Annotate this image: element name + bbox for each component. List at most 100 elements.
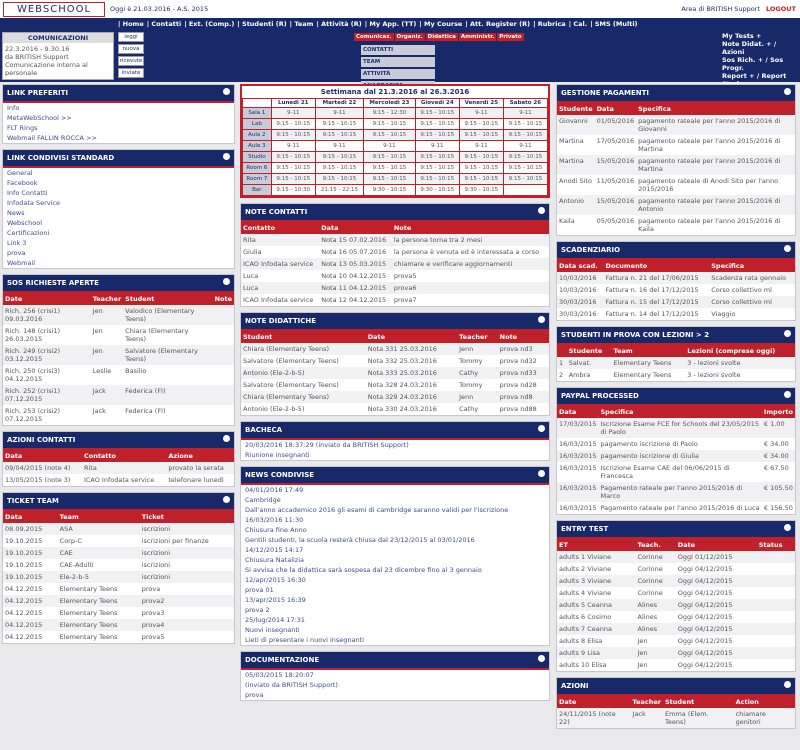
- tab[interactable]: Privato: [497, 33, 524, 41]
- tab[interactable]: Comunicaz.: [354, 33, 394, 41]
- menu-item[interactable]: Team: [290, 20, 314, 28]
- panel-title[interactable]: TICKET TEAM: [3, 493, 234, 511]
- item[interactable]: prova: [245, 691, 264, 699]
- item[interactable]: Dall'anno accademico 2016 gli esami di c…: [245, 506, 509, 514]
- logout[interactable]: LOGOUT: [765, 5, 796, 13]
- item[interactable]: 13/apr/2015 16:39: [245, 596, 306, 604]
- item[interactable]: Si avvisa che la didattica sarà sospesa …: [245, 566, 482, 574]
- menu-item[interactable]: My App. (TT): [365, 20, 417, 28]
- item[interactable]: Chiusura Natalizia: [245, 556, 305, 564]
- item[interactable]: Link 3: [7, 239, 27, 247]
- panel-title[interactable]: STUDENTI IN PROVA CON LEZIONI > 2: [557, 327, 795, 345]
- tab[interactable]: Amministr.: [458, 33, 497, 41]
- item[interactable]: Nuovi insegnanti: [245, 626, 300, 634]
- cell: 9-11: [414, 140, 460, 152]
- item[interactable]: Riunione insegnanti: [245, 451, 310, 459]
- row: 16/03/2015 Pagamento rateale per l'anno 2…: [557, 502, 795, 514]
- menu-item[interactable]: Ext. (Comp.): [184, 20, 234, 28]
- panel-title[interactable]: NOTE CONTATTI: [241, 204, 549, 222]
- item[interactable]: (inviato da BRITISH Support): [245, 681, 338, 689]
- item[interactable]: Lieti di presentare i nuovi insegnanti: [245, 636, 364, 644]
- item[interactable]: prova 01: [245, 586, 274, 594]
- cell: Aula 2: [242, 129, 272, 141]
- panel-title[interactable]: BACHECA: [241, 422, 549, 440]
- tab[interactable]: Didattica: [425, 33, 458, 41]
- item[interactable]: FLT Rings: [7, 124, 38, 132]
- cell: ICAO Infodata service: [243, 296, 314, 304]
- panel-title[interactable]: AZIONI CONTATTI: [3, 432, 234, 450]
- menu-item[interactable]: Attività (R): [316, 20, 361, 28]
- menu-item[interactable]: Cal.: [569, 20, 588, 28]
- item[interactable]: Facebook: [7, 179, 38, 187]
- menu-item[interactable]: SMS (Multi): [590, 20, 637, 28]
- column-header: Lezioni (comprese oggi): [685, 345, 795, 357]
- panel-title[interactable]: PAYPAL PROCESSED: [557, 388, 795, 406]
- item[interactable]: 04/01/2016 17:49: [245, 486, 304, 494]
- panel-title[interactable]: NOTE DIDATTICHE: [241, 313, 549, 331]
- button[interactable]: leggi: [118, 32, 144, 42]
- column-header: Specifica: [709, 260, 795, 272]
- item[interactable]: Webschool: [7, 219, 43, 227]
- logo[interactable]: WEBSCHOOL: [3, 2, 105, 17]
- menu-item[interactable]: Studenti (R): [237, 20, 286, 28]
- row: Rich. 250 (crisi3) 04.12.2015 Leslie Basil…: [3, 365, 234, 385]
- item[interactable]: 05/03/2015 18:20:07: [245, 671, 314, 679]
- panel-title[interactable]: DOCUMENTAZIONE: [241, 652, 549, 670]
- item[interactable]: Certificazioni: [7, 229, 50, 237]
- item[interactable]: Info: [7, 104, 20, 112]
- cell: [756, 647, 795, 659]
- item[interactable]: Cambridge: [245, 496, 281, 504]
- cell: 9-11: [314, 140, 365, 152]
- panel-title[interactable]: LINK PREFERITI: [3, 85, 234, 103]
- row: 1 Salvat. Elementary Teens 3 - lezioni svol…: [557, 357, 795, 369]
- item[interactable]: MetaWebSchool >>: [7, 114, 72, 122]
- item[interactable]: Infodata Service: [7, 199, 61, 207]
- item[interactable]: Gentili studenti, la scuola resterà chiu…: [245, 536, 475, 544]
- menu-item[interactable]: Contatti: [147, 20, 181, 28]
- cell[interactable]: CONTATTI: [361, 45, 435, 55]
- cell: [757, 635, 795, 647]
- column-header: Data: [319, 222, 392, 234]
- item[interactable]: prova 2: [245, 606, 270, 614]
- button[interactable]: inviate: [118, 68, 144, 78]
- panel-title[interactable]: SCADENZIARIO: [557, 242, 795, 260]
- panel: TICKET TEAM Data Team Ticket 08.09.2015 ASA is…: [2, 492, 235, 644]
- item[interactable]: 20/03/2016 18:37:29 (inviato da BRITISH …: [245, 441, 409, 449]
- column-header: Data: [3, 450, 82, 462]
- cell: Cathy: [459, 405, 479, 413]
- cell[interactable]: TEAM: [361, 57, 435, 67]
- my-link[interactable]: My Tests +: [722, 32, 762, 40]
- item[interactable]: 12/apr/2015 16:30: [245, 576, 306, 584]
- item[interactable]: Webmail: [7, 259, 36, 267]
- menu-item[interactable]: My Course: [419, 20, 462, 28]
- item[interactable]: General: [7, 169, 33, 177]
- item[interactable]: 14/12/2015 14:17: [245, 546, 304, 554]
- my-link[interactable]: Sos Rich. + / Sos Progr.: [722, 56, 784, 72]
- panel-title[interactable]: NEWS CONDIVISE: [241, 467, 549, 485]
- panel-title[interactable]: SOS RICHIESTE APERTE: [3, 275, 234, 293]
- panel-title[interactable]: ENTRY TEST: [557, 521, 795, 539]
- panel-title[interactable]: AZIONI: [557, 678, 795, 696]
- item[interactable]: Info Contatti: [7, 189, 48, 197]
- item[interactable]: Chiusura fine Anno: [245, 526, 307, 534]
- item[interactable]: prova: [7, 249, 26, 257]
- tab[interactable]: Organiz.: [394, 33, 425, 41]
- menu-item[interactable]: Rubrica: [533, 20, 566, 28]
- menu-item[interactable]: Att. Register (R): [465, 20, 530, 28]
- comm-row: Comunicazione interna al personale: [5, 61, 88, 77]
- cell: prova5: [393, 272, 417, 280]
- menu-item[interactable]: Home: [118, 20, 144, 28]
- button[interactable]: nuova: [118, 44, 144, 54]
- cell: 9:15 - 10:15: [414, 129, 460, 141]
- item[interactable]: News: [7, 209, 25, 217]
- cell: 15/05/2016: [594, 155, 637, 175]
- item[interactable]: 16/03/2016 11:30: [245, 516, 304, 524]
- button[interactable]: ricevute: [118, 56, 144, 66]
- item[interactable]: Webmail FALLIN ROCCA >>: [7, 134, 97, 142]
- cell: Viaggio: [711, 310, 736, 318]
- item[interactable]: 25/lug/2014 17:31: [245, 616, 306, 624]
- my-link[interactable]: Note Didat. + / Azioni: [722, 40, 777, 56]
- panel-title[interactable]: GESTIONE PAGAMENTI: [557, 85, 795, 103]
- panel-title[interactable]: LINK CONDIVISI STANDARD: [3, 150, 234, 168]
- cell[interactable]: ATTIVITÀ: [361, 69, 435, 79]
